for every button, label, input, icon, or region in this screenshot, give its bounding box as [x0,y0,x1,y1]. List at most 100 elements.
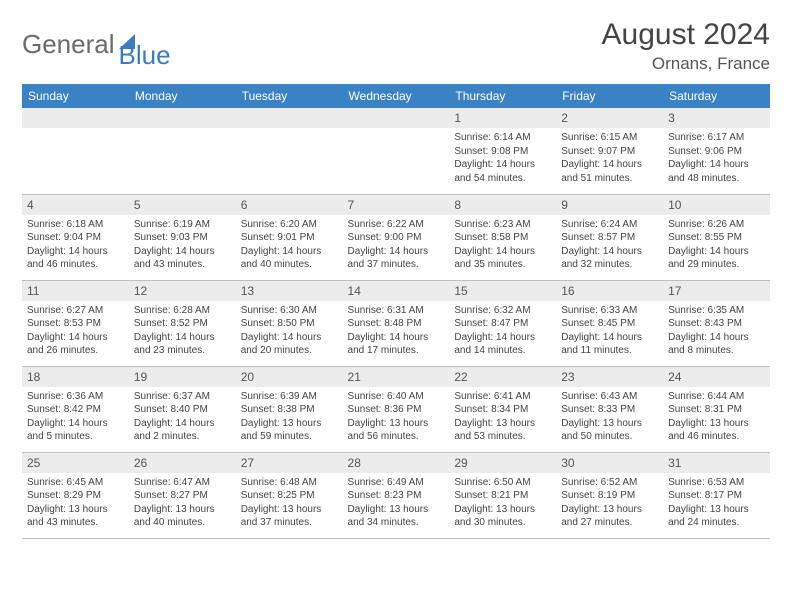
calendar-day-cell: 13Sunrise: 6:30 AMSunset: 8:50 PMDayligh… [236,280,343,366]
day-number: 22 [449,367,556,387]
calendar-day-cell: 22Sunrise: 6:41 AMSunset: 8:34 PMDayligh… [449,366,556,452]
day-content: Sunrise: 6:14 AMSunset: 9:08 PMDaylight:… [449,128,556,188]
day-content: Sunrise: 6:15 AMSunset: 9:07 PMDaylight:… [556,128,663,188]
day-content: Sunrise: 6:17 AMSunset: 9:06 PMDaylight:… [663,128,770,188]
day-number: 29 [449,453,556,473]
calendar-day-cell: 19Sunrise: 6:37 AMSunset: 8:40 PMDayligh… [129,366,236,452]
day-number: 26 [129,453,236,473]
location-text: Ornans, France [602,54,770,74]
weekday-header: Sunday [22,84,129,108]
calendar-day-cell [236,108,343,194]
calendar-day-cell: 12Sunrise: 6:28 AMSunset: 8:52 PMDayligh… [129,280,236,366]
day-content: Sunrise: 6:22 AMSunset: 9:00 PMDaylight:… [343,215,450,275]
day-content: Sunrise: 6:23 AMSunset: 8:58 PMDaylight:… [449,215,556,275]
day-content: Sunrise: 6:39 AMSunset: 8:38 PMDaylight:… [236,387,343,447]
calendar-day-cell: 16Sunrise: 6:33 AMSunset: 8:45 PMDayligh… [556,280,663,366]
day-number: 21 [343,367,450,387]
calendar-day-cell: 15Sunrise: 6:32 AMSunset: 8:47 PMDayligh… [449,280,556,366]
day-number: 3 [663,108,770,128]
day-number: 24 [663,367,770,387]
calendar-body: 1Sunrise: 6:14 AMSunset: 9:08 PMDaylight… [22,108,770,538]
day-content: Sunrise: 6:41 AMSunset: 8:34 PMDaylight:… [449,387,556,447]
day-number: 18 [22,367,129,387]
day-number: 19 [129,367,236,387]
calendar-day-cell: 30Sunrise: 6:52 AMSunset: 8:19 PMDayligh… [556,452,663,538]
day-number-empty [129,108,236,128]
calendar-day-cell: 11Sunrise: 6:27 AMSunset: 8:53 PMDayligh… [22,280,129,366]
day-number-empty [22,108,129,128]
calendar-week-row: 4Sunrise: 6:18 AMSunset: 9:04 PMDaylight… [22,194,770,280]
calendar-day-cell: 1Sunrise: 6:14 AMSunset: 9:08 PMDaylight… [449,108,556,194]
page-header: General Blue August 2024 Ornans, France [22,18,770,74]
day-content: Sunrise: 6:31 AMSunset: 8:48 PMDaylight:… [343,301,450,361]
day-content: Sunrise: 6:24 AMSunset: 8:57 PMDaylight:… [556,215,663,275]
day-number: 2 [556,108,663,128]
calendar-day-cell: 23Sunrise: 6:43 AMSunset: 8:33 PMDayligh… [556,366,663,452]
day-number: 11 [22,281,129,301]
calendar-day-cell: 25Sunrise: 6:45 AMSunset: 8:29 PMDayligh… [22,452,129,538]
day-content: Sunrise: 6:52 AMSunset: 8:19 PMDaylight:… [556,473,663,533]
logo-text-blue: Blue [119,40,171,70]
calendar-week-row: 11Sunrise: 6:27 AMSunset: 8:53 PMDayligh… [22,280,770,366]
day-number: 31 [663,453,770,473]
weekday-header: Wednesday [343,84,450,108]
day-content: Sunrise: 6:18 AMSunset: 9:04 PMDaylight:… [22,215,129,275]
day-content: Sunrise: 6:19 AMSunset: 9:03 PMDaylight:… [129,215,236,275]
calendar-week-row: 25Sunrise: 6:45 AMSunset: 8:29 PMDayligh… [22,452,770,538]
day-content: Sunrise: 6:30 AMSunset: 8:50 PMDaylight:… [236,301,343,361]
calendar-day-cell: 18Sunrise: 6:36 AMSunset: 8:42 PMDayligh… [22,366,129,452]
day-content: Sunrise: 6:44 AMSunset: 8:31 PMDaylight:… [663,387,770,447]
day-number: 8 [449,195,556,215]
weekday-header: Monday [129,84,236,108]
calendar-day-cell: 5Sunrise: 6:19 AMSunset: 9:03 PMDaylight… [129,194,236,280]
day-number: 1 [449,108,556,128]
day-number: 6 [236,195,343,215]
calendar-day-cell: 28Sunrise: 6:49 AMSunset: 8:23 PMDayligh… [343,452,450,538]
day-content: Sunrise: 6:50 AMSunset: 8:21 PMDaylight:… [449,473,556,533]
weekday-header: Friday [556,84,663,108]
calendar-week-row: 1Sunrise: 6:14 AMSunset: 9:08 PMDaylight… [22,108,770,194]
logo: General Blue [22,18,171,71]
calendar-day-cell: 27Sunrise: 6:48 AMSunset: 8:25 PMDayligh… [236,452,343,538]
day-content: Sunrise: 6:37 AMSunset: 8:40 PMDaylight:… [129,387,236,447]
calendar-table: SundayMondayTuesdayWednesdayThursdayFrid… [22,84,770,539]
day-number: 9 [556,195,663,215]
day-number: 27 [236,453,343,473]
calendar-day-cell: 24Sunrise: 6:44 AMSunset: 8:31 PMDayligh… [663,366,770,452]
day-content: Sunrise: 6:27 AMSunset: 8:53 PMDaylight:… [22,301,129,361]
day-number: 5 [129,195,236,215]
day-number: 12 [129,281,236,301]
calendar-day-cell [129,108,236,194]
calendar-day-cell: 7Sunrise: 6:22 AMSunset: 9:00 PMDaylight… [343,194,450,280]
day-number: 28 [343,453,450,473]
month-title: August 2024 [602,18,770,52]
day-content: Sunrise: 6:40 AMSunset: 8:36 PMDaylight:… [343,387,450,447]
day-number: 4 [22,195,129,215]
calendar-day-cell: 4Sunrise: 6:18 AMSunset: 9:04 PMDaylight… [22,194,129,280]
day-number: 30 [556,453,663,473]
calendar-day-cell: 29Sunrise: 6:50 AMSunset: 8:21 PMDayligh… [449,452,556,538]
day-number: 25 [22,453,129,473]
day-number-empty [236,108,343,128]
day-number: 15 [449,281,556,301]
day-number: 14 [343,281,450,301]
calendar-day-cell: 17Sunrise: 6:35 AMSunset: 8:43 PMDayligh… [663,280,770,366]
day-content: Sunrise: 6:45 AMSunset: 8:29 PMDaylight:… [22,473,129,533]
day-content: Sunrise: 6:48 AMSunset: 8:25 PMDaylight:… [236,473,343,533]
calendar-day-cell [343,108,450,194]
day-content: Sunrise: 6:26 AMSunset: 8:55 PMDaylight:… [663,215,770,275]
day-content: Sunrise: 6:43 AMSunset: 8:33 PMDaylight:… [556,387,663,447]
day-content: Sunrise: 6:47 AMSunset: 8:27 PMDaylight:… [129,473,236,533]
calendar-day-cell: 10Sunrise: 6:26 AMSunset: 8:55 PMDayligh… [663,194,770,280]
day-content: Sunrise: 6:33 AMSunset: 8:45 PMDaylight:… [556,301,663,361]
calendar-day-cell: 9Sunrise: 6:24 AMSunset: 8:57 PMDaylight… [556,194,663,280]
logo-text-gray: General [22,29,115,60]
calendar-day-cell: 20Sunrise: 6:39 AMSunset: 8:38 PMDayligh… [236,366,343,452]
day-number: 13 [236,281,343,301]
weekday-header-row: SundayMondayTuesdayWednesdayThursdayFrid… [22,84,770,108]
day-content: Sunrise: 6:35 AMSunset: 8:43 PMDaylight:… [663,301,770,361]
calendar-day-cell [22,108,129,194]
calendar-day-cell: 21Sunrise: 6:40 AMSunset: 8:36 PMDayligh… [343,366,450,452]
day-number: 20 [236,367,343,387]
calendar-day-cell: 8Sunrise: 6:23 AMSunset: 8:58 PMDaylight… [449,194,556,280]
